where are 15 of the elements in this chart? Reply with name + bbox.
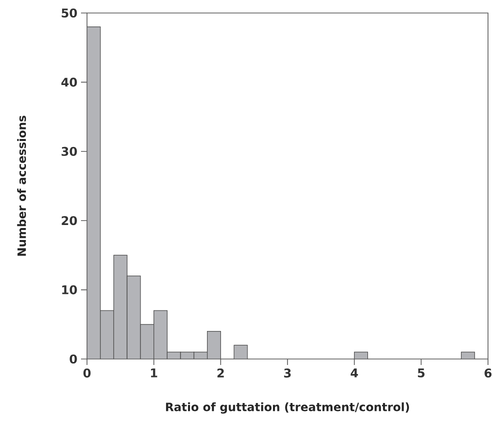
y-axis-title: Number of accessions xyxy=(17,116,26,256)
x-tick-label: 2 xyxy=(217,368,224,378)
x-tick-label: 6 xyxy=(484,368,492,378)
y-tick-label: 30 xyxy=(62,146,77,156)
x-axis-title: Ratio of guttation (treatment/control) xyxy=(166,402,409,414)
x-tick-label: 4 xyxy=(350,368,358,378)
y-tick-label: 50 xyxy=(62,8,77,18)
x-tick-label: 5 xyxy=(418,368,424,378)
y-tick-label: 20 xyxy=(62,216,77,226)
x-tick-label: 1 xyxy=(151,368,158,378)
x-tick-label: 3 xyxy=(284,368,291,378)
y-tick-label: 0 xyxy=(70,354,77,364)
y-tick-label: 10 xyxy=(62,285,77,294)
y-tick-label: 40 xyxy=(61,78,77,87)
x-tick-label: 0 xyxy=(83,368,91,378)
